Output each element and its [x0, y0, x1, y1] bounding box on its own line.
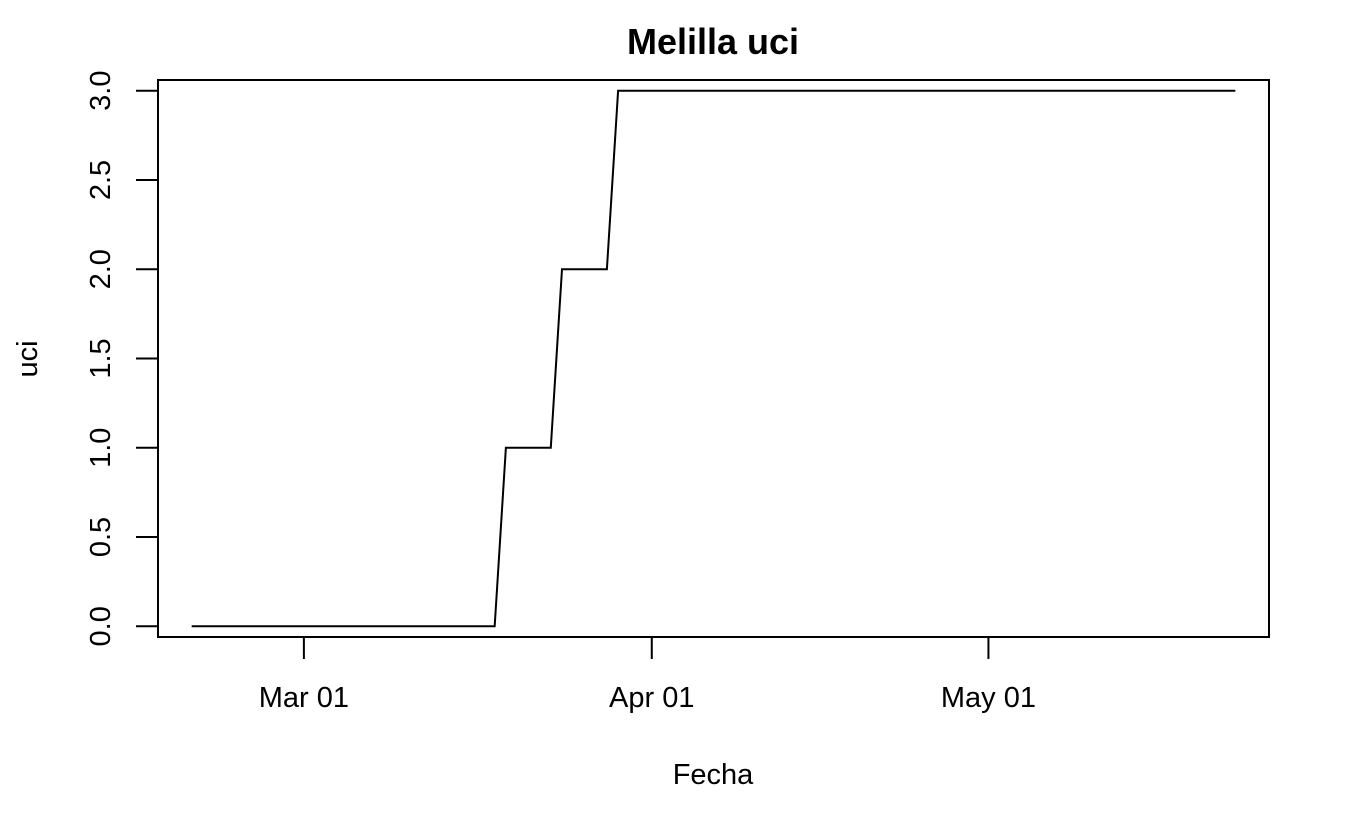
y-axis-label: uci	[12, 340, 44, 377]
series-line	[191, 89, 1236, 628]
chart-title: Melilla uci	[627, 21, 799, 62]
y-tick-label: 3.0	[85, 71, 117, 111]
y-tick-label: 0.5	[85, 517, 117, 557]
y-axis: 0.0 0.5 1.0 1.5 2.0 2.5 3.0	[85, 71, 158, 646]
y-tick-label: 1.5	[85, 338, 117, 378]
series-layer	[191, 89, 1236, 628]
x-tick-label: Mar 01	[259, 682, 349, 714]
y-tick-label: 0.0	[85, 606, 117, 646]
plot-area-frame	[157, 79, 1270, 638]
x-axis-label: Fecha	[673, 759, 754, 791]
y-tick-label: 2.5	[85, 160, 117, 200]
x-tick-label: May 01	[941, 682, 1036, 714]
x-axis: Mar 01 Apr 01 May 01	[259, 637, 1036, 714]
y-tick-label: 2.0	[85, 249, 117, 289]
x-tick-label: Apr 01	[609, 682, 694, 714]
y-tick-label: 1.0	[85, 428, 117, 468]
